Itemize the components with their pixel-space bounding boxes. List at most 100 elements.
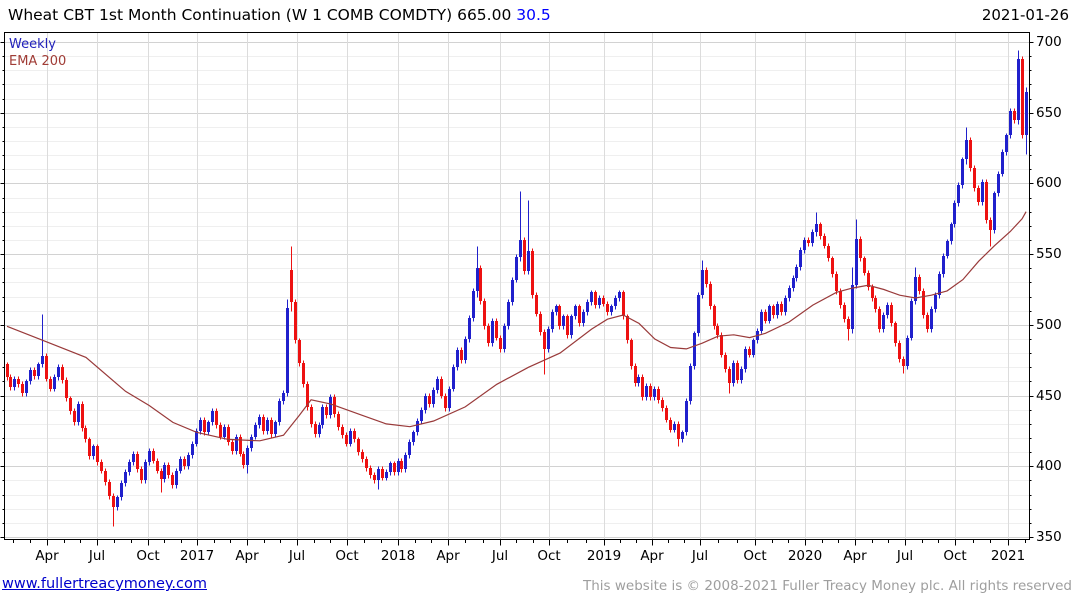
candle-down xyxy=(890,305,893,323)
footer-link[interactable]: www.fullertreacymoney.com xyxy=(2,576,207,592)
candle-down xyxy=(973,168,976,188)
candle-down xyxy=(310,407,313,424)
candle-down xyxy=(108,482,111,496)
candle-up xyxy=(25,381,28,393)
candle-up xyxy=(673,424,676,430)
candle-up xyxy=(946,241,949,256)
candle-down xyxy=(839,291,842,305)
candle-down xyxy=(112,496,115,507)
candle-down xyxy=(969,140,972,168)
candle-up xyxy=(768,306,771,321)
candle-down xyxy=(764,312,767,321)
candle-up xyxy=(1025,92,1028,135)
candle-up xyxy=(163,465,166,479)
candle-up xyxy=(799,250,802,267)
timeframe-label: Weekly xyxy=(9,37,56,52)
candle-up xyxy=(349,431,352,444)
x-axis-label: Jul xyxy=(88,548,106,564)
candle-up xyxy=(57,367,60,377)
candle-down xyxy=(314,424,317,434)
candle-up xyxy=(436,379,439,390)
candle-down xyxy=(45,356,48,379)
candle-down xyxy=(989,220,992,230)
candle-down xyxy=(460,350,463,360)
candle-down xyxy=(878,309,881,329)
candle-down xyxy=(630,340,633,366)
plot-border xyxy=(4,32,1030,540)
candle-up xyxy=(464,339,467,360)
candle-down xyxy=(156,461,159,471)
candle-up xyxy=(452,367,455,389)
copyright-text: This website is © 2008-2021 Fuller Treac… xyxy=(583,578,1072,594)
candle-down xyxy=(724,355,727,369)
candle-down xyxy=(578,306,581,323)
candle-up xyxy=(997,174,1000,193)
candle-up xyxy=(511,280,514,302)
candle-down xyxy=(440,379,443,396)
x-axis-label: 2018 xyxy=(380,548,416,564)
candle-down xyxy=(302,363,305,384)
candle-down xyxy=(772,306,775,315)
x-axis-label: Oct xyxy=(743,548,767,564)
candle-down xyxy=(61,367,64,380)
candle-down xyxy=(1021,59,1024,135)
candle-down xyxy=(859,239,862,258)
candle-up xyxy=(148,451,151,462)
price-value: 665.00 xyxy=(457,6,512,24)
candle-down xyxy=(381,469,384,478)
candle-down xyxy=(1013,111,1016,120)
candle-up xyxy=(961,159,964,185)
candle-up xyxy=(934,295,937,309)
candle-down xyxy=(594,292,597,305)
date-label: 2021-01-26 xyxy=(981,6,1069,24)
candle-up xyxy=(950,224,953,241)
candle-up xyxy=(37,364,40,376)
candle-up xyxy=(855,239,858,285)
candle-down xyxy=(918,277,921,291)
candle-up xyxy=(377,469,380,480)
candle-down xyxy=(9,377,12,387)
candle-up xyxy=(53,377,56,389)
candle-down xyxy=(203,420,206,432)
candle-down xyxy=(270,420,273,434)
candle-down xyxy=(73,411,76,422)
candle-up xyxy=(187,455,190,466)
y-axis-label: 600 xyxy=(1036,175,1062,192)
candle-down xyxy=(353,431,356,439)
candle-down xyxy=(227,427,230,442)
candle-down xyxy=(677,424,680,439)
candle-up xyxy=(274,422,277,434)
candle-down xyxy=(373,475,376,480)
chart-title-text: Wheat CBT 1st Month Continuation (W 1 CO… xyxy=(8,6,453,24)
candle-up xyxy=(515,257,518,280)
candle-up xyxy=(211,411,214,422)
candle-down xyxy=(543,332,546,349)
candle-down xyxy=(242,454,245,465)
candle-up xyxy=(930,309,933,329)
candle-down xyxy=(874,298,877,309)
candle-down xyxy=(748,349,751,355)
candle-down xyxy=(298,340,301,363)
candle-down xyxy=(88,439,91,456)
candle-up xyxy=(527,251,530,271)
candle-up xyxy=(329,397,332,415)
candle-up xyxy=(175,471,178,485)
candle-up xyxy=(582,312,585,323)
candle-up xyxy=(144,462,147,480)
candle-up xyxy=(124,472,127,483)
candle-down xyxy=(400,461,403,469)
candle-up xyxy=(448,389,451,408)
change-value: 30.5 xyxy=(516,6,551,24)
candle-up xyxy=(776,304,779,315)
candle-up xyxy=(697,295,700,333)
candle-up xyxy=(942,256,945,274)
candle-down xyxy=(535,295,538,314)
x-axis-label: Jul xyxy=(691,548,709,564)
candle-down xyxy=(140,469,143,480)
candle-down xyxy=(641,377,644,397)
x-axis-label: Oct xyxy=(136,548,160,564)
candle-down xyxy=(531,251,534,295)
candle-down xyxy=(566,316,569,335)
candle-up xyxy=(250,437,253,448)
